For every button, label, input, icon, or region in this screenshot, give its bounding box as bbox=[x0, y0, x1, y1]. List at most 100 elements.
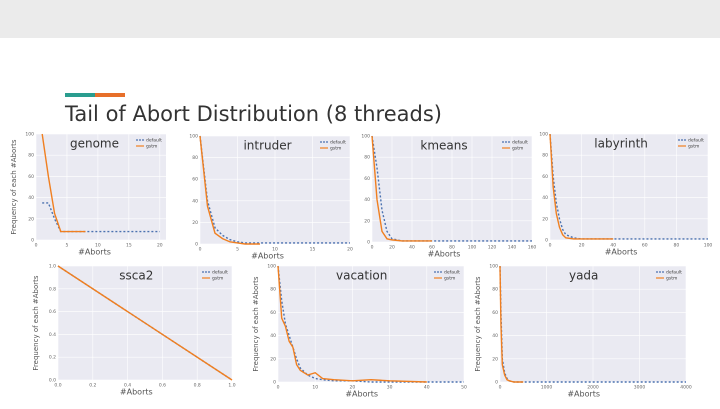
y-tick-label: 0.0 bbox=[49, 378, 56, 384]
y-tick-label: 60 bbox=[270, 310, 276, 316]
legend-label: gstm bbox=[444, 276, 455, 282]
x-tick-label: 10 bbox=[312, 385, 318, 391]
y-tick-label: 20 bbox=[192, 220, 198, 226]
x-tick-label: 20 bbox=[157, 243, 163, 249]
x-tick-label: 120 bbox=[488, 245, 497, 251]
series-line bbox=[277, 265, 427, 383]
y-tick-label: 40 bbox=[270, 333, 276, 339]
x-tick-label: 0.0 bbox=[54, 383, 61, 389]
x-tick-label: 15 bbox=[126, 243, 132, 249]
y-tick-label: 60 bbox=[192, 177, 198, 183]
y-tick-label: 0 bbox=[31, 238, 34, 244]
chart-title: kmeans bbox=[420, 139, 467, 153]
x-tick-label: 140 bbox=[508, 245, 517, 251]
top-band bbox=[0, 0, 720, 38]
x-tick-label: 0.6 bbox=[159, 383, 166, 389]
x-tick-label: 20 bbox=[350, 385, 356, 391]
chart-title: intruder bbox=[243, 139, 291, 153]
x-tick-label: 0 bbox=[277, 385, 280, 391]
slide-title: Tail of Abort Distribution (8 threads) bbox=[64, 102, 442, 126]
x-tick-label: 50 bbox=[461, 385, 467, 391]
series-line bbox=[277, 265, 464, 383]
x-axis-label: #Aborts bbox=[605, 248, 638, 257]
plot-area bbox=[278, 266, 464, 382]
y-tick-label: 0.2 bbox=[49, 355, 56, 361]
x-axis-label: #Aborts bbox=[78, 248, 111, 257]
x-tick-label: 60 bbox=[429, 245, 435, 251]
series-line bbox=[549, 133, 708, 240]
series-line bbox=[57, 265, 233, 381]
x-tick-label: 20 bbox=[579, 243, 585, 249]
accent-orange bbox=[95, 93, 125, 97]
x-tick-label: 40 bbox=[424, 385, 430, 391]
y-tick-label: 100 bbox=[489, 264, 498, 270]
y-tick-label: 80 bbox=[270, 287, 276, 293]
legend-label: default bbox=[330, 140, 346, 146]
y-axis-label: Frequency of each #Aborts bbox=[474, 276, 482, 371]
chart-title: genome bbox=[70, 137, 119, 151]
x-tick-label: 0 bbox=[199, 247, 202, 253]
legend-label: default bbox=[146, 138, 162, 144]
y-tick-label: 60 bbox=[28, 174, 34, 180]
y-tick-label: 0 bbox=[195, 242, 198, 248]
x-tick-label: 10 bbox=[95, 243, 101, 249]
chart-title: yada bbox=[569, 269, 598, 283]
y-tick-label: 40 bbox=[192, 198, 198, 204]
legend-label: default bbox=[444, 270, 460, 276]
y-tick-label: 20 bbox=[270, 356, 276, 362]
accent-teal bbox=[65, 93, 95, 97]
y-tick-label: 100 bbox=[539, 132, 548, 138]
y-tick-label: 20 bbox=[542, 216, 548, 222]
x-tick-label: 40 bbox=[610, 243, 616, 249]
y-tick-label: 40 bbox=[28, 195, 34, 201]
x-tick-label: 0 bbox=[371, 245, 374, 251]
x-tick-label: 40 bbox=[409, 245, 415, 251]
legend-label: default bbox=[688, 138, 704, 144]
y-tick-label: 100 bbox=[25, 132, 34, 138]
series-line bbox=[199, 135, 260, 245]
x-tick-label: 0 bbox=[549, 243, 552, 249]
x-tick-label: 5 bbox=[236, 247, 239, 253]
legend-label: default bbox=[512, 140, 528, 146]
legend-label: default bbox=[666, 270, 682, 276]
y-tick-label: 0 bbox=[495, 380, 498, 386]
series-line bbox=[549, 133, 614, 240]
y-tick-label: 100 bbox=[189, 134, 198, 140]
x-tick-label: 15 bbox=[310, 247, 316, 253]
y-tick-label: 80 bbox=[28, 153, 34, 159]
y-tick-label: 0.6 bbox=[49, 309, 56, 315]
series-line bbox=[371, 135, 432, 242]
y-tick-label: 0 bbox=[545, 238, 548, 244]
legend-label: default bbox=[212, 270, 228, 276]
y-tick-label: 60 bbox=[542, 174, 548, 180]
series-line bbox=[41, 133, 86, 233]
x-tick-label: 0 bbox=[499, 385, 502, 391]
x-tick-label: 1000 bbox=[541, 385, 553, 391]
x-axis-label: #Aborts bbox=[345, 390, 378, 399]
x-tick-label: 1.0 bbox=[228, 383, 235, 389]
y-tick-label: 40 bbox=[542, 195, 548, 201]
x-tick-label: 0.8 bbox=[194, 383, 201, 389]
y-axis-label: Frequency of each #Aborts bbox=[10, 139, 18, 234]
x-axis-label: #Aborts bbox=[428, 250, 461, 259]
y-tick-label: 40 bbox=[492, 333, 498, 339]
legend-label: gstm bbox=[512, 146, 523, 152]
y-tick-label: 100 bbox=[361, 134, 370, 140]
x-tick-label: 80 bbox=[674, 243, 680, 249]
x-axis-label: #Aborts bbox=[120, 388, 153, 397]
y-tick-label: 1.0 bbox=[49, 264, 56, 270]
y-axis-label: Frequency of each #Aborts bbox=[252, 276, 260, 371]
y-tick-label: 80 bbox=[192, 155, 198, 161]
x-tick-label: 2000 bbox=[587, 385, 599, 391]
y-tick-label: 80 bbox=[364, 155, 370, 161]
y-tick-label: 60 bbox=[364, 176, 370, 182]
legend-label: gstm bbox=[330, 146, 341, 152]
chart-title: ssca2 bbox=[119, 269, 153, 283]
x-tick-label: 4000 bbox=[680, 385, 692, 391]
legend-label: gstm bbox=[688, 144, 699, 150]
x-tick-label: 100 bbox=[468, 245, 477, 251]
x-tick-label: 20 bbox=[347, 247, 353, 253]
chart-title: labyrinth bbox=[594, 137, 648, 151]
x-tick-label: 0 bbox=[35, 243, 38, 249]
series-line bbox=[199, 135, 350, 244]
